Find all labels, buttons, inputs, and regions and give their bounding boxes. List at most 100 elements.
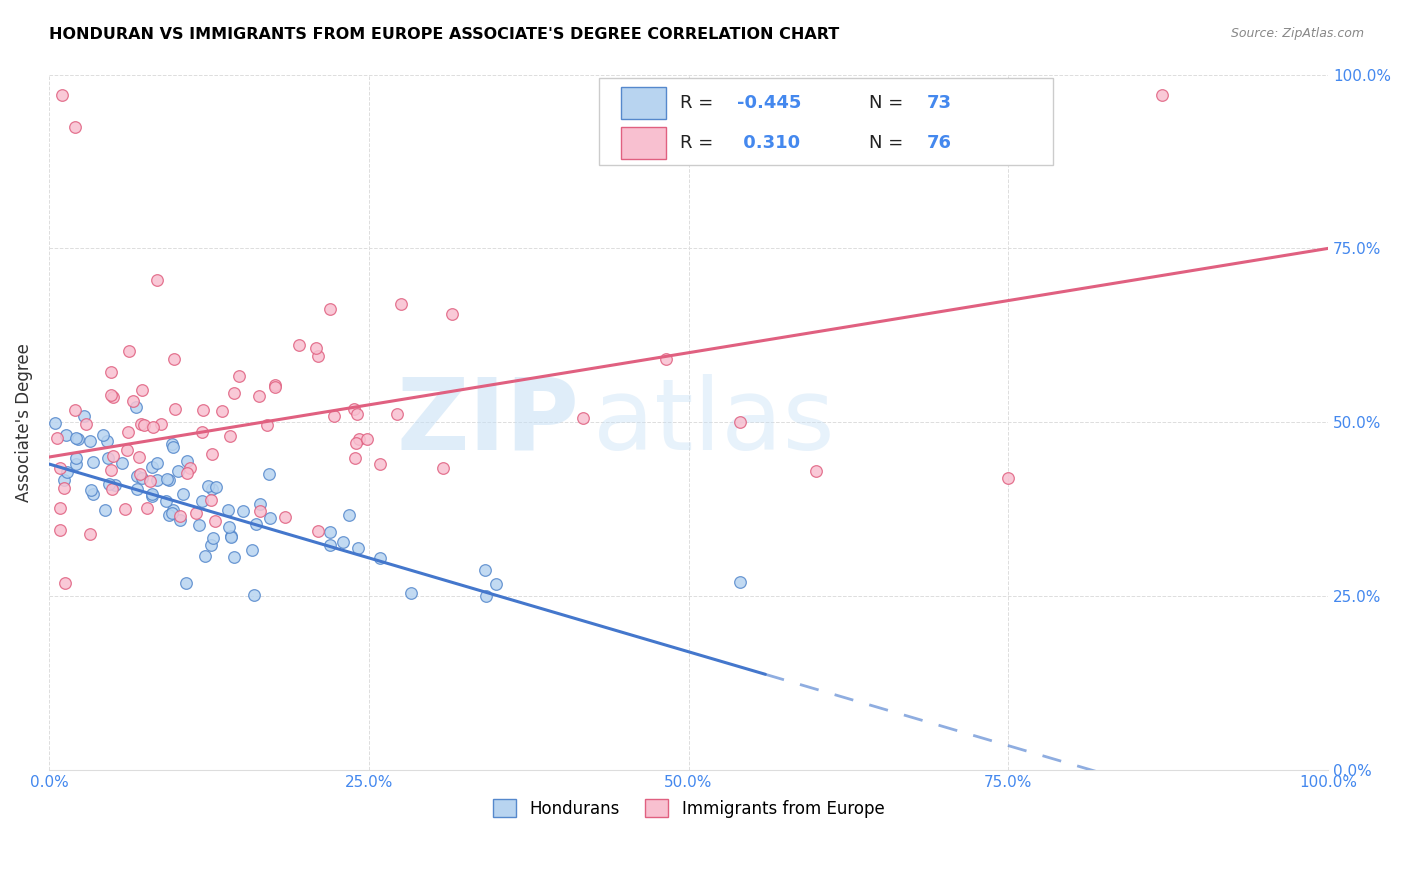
Point xyxy=(127,469,149,483)
Point xyxy=(399,586,422,600)
Point xyxy=(346,541,368,555)
FancyBboxPatch shape xyxy=(621,127,665,159)
Point xyxy=(155,472,177,486)
Point xyxy=(201,447,224,461)
Point xyxy=(264,380,287,394)
Point xyxy=(201,531,224,545)
Point xyxy=(257,467,280,481)
Point xyxy=(65,431,87,445)
Point xyxy=(65,450,87,465)
Point xyxy=(344,436,367,450)
Point xyxy=(193,549,215,564)
Text: 0.310: 0.310 xyxy=(737,134,800,152)
Y-axis label: Associate's Degree: Associate's Degree xyxy=(15,343,32,501)
Point xyxy=(259,511,281,525)
Point xyxy=(249,497,271,511)
Point xyxy=(101,482,124,496)
Text: atlas: atlas xyxy=(592,374,834,471)
Point xyxy=(200,538,222,552)
Point xyxy=(242,588,264,602)
Point xyxy=(155,494,177,508)
Point xyxy=(322,409,344,423)
Point xyxy=(224,386,246,401)
Text: 76: 76 xyxy=(927,134,952,152)
Point xyxy=(232,504,254,518)
Point xyxy=(117,425,139,439)
Text: R =: R = xyxy=(679,134,718,152)
Point xyxy=(245,516,267,531)
Point xyxy=(128,450,150,464)
Point xyxy=(49,501,72,516)
Point xyxy=(162,437,184,451)
Point xyxy=(117,442,139,457)
Point xyxy=(319,538,342,552)
Point xyxy=(100,365,122,379)
Point xyxy=(101,450,124,464)
Point xyxy=(79,526,101,541)
Point xyxy=(138,474,160,488)
Point xyxy=(131,383,153,397)
Point xyxy=(188,517,211,532)
Legend: Hondurans, Immigrants from Europe: Hondurans, Immigrants from Europe xyxy=(486,793,891,824)
Point xyxy=(193,403,215,417)
Point xyxy=(141,489,163,503)
Point xyxy=(389,297,412,311)
FancyBboxPatch shape xyxy=(599,78,1053,165)
Text: 73: 73 xyxy=(927,94,952,112)
Point xyxy=(249,389,271,403)
Point xyxy=(474,589,496,603)
Point xyxy=(49,460,72,475)
Point xyxy=(110,456,132,470)
Point xyxy=(55,575,77,590)
Point xyxy=(63,120,86,134)
Point xyxy=(806,464,828,478)
Point xyxy=(440,308,463,322)
Point xyxy=(65,457,87,471)
Point xyxy=(346,407,368,421)
Point xyxy=(305,341,328,355)
Point xyxy=(51,88,73,103)
Text: N =: N = xyxy=(869,94,908,112)
Point xyxy=(347,432,370,446)
Point xyxy=(145,457,167,471)
Point xyxy=(432,460,454,475)
Point xyxy=(100,388,122,402)
Point xyxy=(145,273,167,287)
Point xyxy=(485,577,508,591)
Text: N =: N = xyxy=(869,134,908,152)
Point xyxy=(162,440,184,454)
Point xyxy=(125,400,148,414)
Point xyxy=(169,513,191,527)
Point xyxy=(163,352,186,367)
Point xyxy=(80,483,103,497)
Point xyxy=(91,427,114,442)
Point xyxy=(114,502,136,516)
Point xyxy=(129,417,152,431)
Point xyxy=(166,464,188,478)
Point xyxy=(79,434,101,449)
Point xyxy=(184,506,207,520)
Point xyxy=(149,417,172,432)
Point xyxy=(131,471,153,485)
Point xyxy=(165,401,187,416)
Point xyxy=(159,508,181,523)
Point xyxy=(146,473,169,487)
Point xyxy=(219,530,242,544)
Point xyxy=(368,458,391,472)
Point xyxy=(249,504,271,518)
Point xyxy=(368,550,391,565)
Point xyxy=(337,508,360,523)
Point xyxy=(100,463,122,477)
Point xyxy=(46,432,69,446)
Point xyxy=(157,473,180,487)
Point xyxy=(200,493,222,508)
Point xyxy=(55,428,77,442)
Point xyxy=(176,466,198,480)
Point xyxy=(174,576,197,591)
Point xyxy=(122,394,145,409)
Point xyxy=(343,450,366,465)
Point xyxy=(218,520,240,534)
Text: HONDURAN VS IMMIGRANTS FROM EUROPE ASSOCIATE'S DEGREE CORRELATION CHART: HONDURAN VS IMMIGRANTS FROM EUROPE ASSOC… xyxy=(49,27,839,42)
Point xyxy=(75,417,97,431)
Point xyxy=(571,411,593,425)
